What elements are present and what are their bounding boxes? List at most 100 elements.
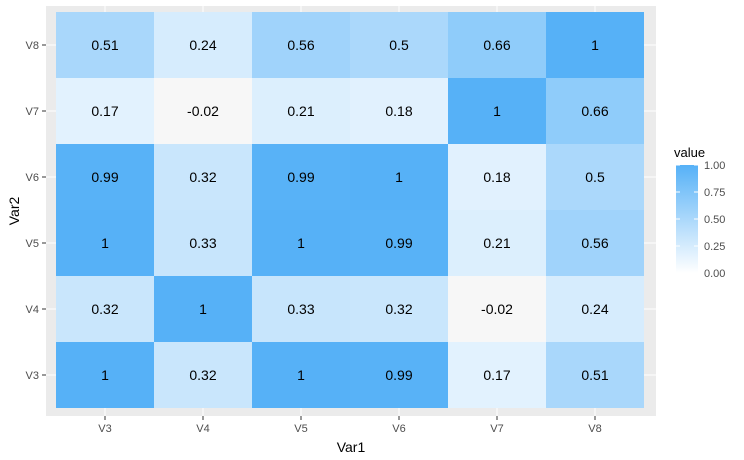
heatmap-cell bbox=[56, 276, 154, 342]
cell-value-label: 0.66 bbox=[581, 103, 608, 119]
legend-tick-label: 0.25 bbox=[704, 241, 725, 253]
heatmap-cell bbox=[252, 276, 350, 342]
heatmap-cell bbox=[350, 144, 448, 210]
cell-value-label: 0.99 bbox=[287, 169, 314, 185]
cell-value-label: 0.33 bbox=[287, 301, 314, 317]
cell-value-label: 0.33 bbox=[189, 235, 216, 251]
x-tick-label: V4 bbox=[196, 423, 209, 435]
y-tick-label: V7 bbox=[26, 106, 39, 118]
legend-tick-label: 0.00 bbox=[704, 268, 725, 280]
x-tick-label: V3 bbox=[98, 423, 111, 435]
y-tick-label: V3 bbox=[26, 370, 39, 382]
cell-value-label: 0.18 bbox=[385, 103, 412, 119]
heatmap-cell bbox=[56, 342, 154, 408]
cell-value-label: 0.51 bbox=[581, 367, 608, 383]
legend-title: value bbox=[674, 145, 705, 160]
legend-tick-label: 1.00 bbox=[704, 160, 725, 172]
y-tick-label: V6 bbox=[26, 172, 39, 184]
cell-value-label: 0.99 bbox=[91, 169, 118, 185]
heatmap-cell bbox=[154, 12, 252, 78]
cell-value-label: 0.24 bbox=[189, 37, 216, 53]
heatmap-cell bbox=[154, 144, 252, 210]
y-tick-label: V5 bbox=[26, 238, 39, 250]
cell-value-label: 1 bbox=[591, 37, 599, 53]
x-axis-ticks: V3 V4 V5 V6 V7 V8 bbox=[98, 416, 602, 435]
heatmap-cell bbox=[252, 144, 350, 210]
cell-labels: 1 0.32 1 0.99 0.17 0.510.32 1 0.33 0.32 -0.02 0.24… bbox=[91, 37, 608, 383]
heatmap-cell bbox=[252, 210, 350, 276]
cell-value-label: 0.5 bbox=[585, 169, 605, 185]
legend-ticks: 0.00 0.25 0.50 0.75 1.00 bbox=[676, 160, 725, 280]
heatmap-cell bbox=[154, 78, 252, 144]
cell-value-label: 0.56 bbox=[581, 235, 608, 251]
heatmap-cell bbox=[546, 12, 644, 78]
cell-value-label: 0.17 bbox=[91, 103, 118, 119]
legend: value 0.00 0.25 0.50 0.75 1.00 bbox=[674, 145, 725, 280]
heatmap-cell bbox=[546, 210, 644, 276]
heatmap-cell bbox=[350, 210, 448, 276]
heatmap-cell bbox=[154, 276, 252, 342]
heatmap-cell bbox=[56, 144, 154, 210]
cell-value-label: 1 bbox=[101, 235, 109, 251]
heatmap-cells bbox=[56, 12, 644, 408]
cell-value-label: 0.32 bbox=[91, 301, 118, 317]
heatmap-cell bbox=[252, 78, 350, 144]
cell-value-label: -0.02 bbox=[481, 301, 513, 317]
cell-value-label: 0.24 bbox=[581, 301, 608, 317]
x-axis-title: Var1 bbox=[337, 439, 366, 455]
y-tick-label: V8 bbox=[26, 40, 39, 52]
heatmap-cell bbox=[448, 342, 546, 408]
cell-value-label: -0.02 bbox=[187, 103, 219, 119]
heatmap-cell bbox=[350, 12, 448, 78]
cell-value-label: 0.32 bbox=[189, 169, 216, 185]
heatmap-cell bbox=[546, 276, 644, 342]
x-tick-label: V6 bbox=[392, 423, 405, 435]
cell-value-label: 0.99 bbox=[385, 235, 412, 251]
y-axis-title: Var2 bbox=[6, 197, 22, 226]
cell-value-label: 0.99 bbox=[385, 367, 412, 383]
cell-value-label: 0.51 bbox=[91, 37, 118, 53]
cell-value-label: 1 bbox=[297, 367, 305, 383]
cell-value-label: 0.66 bbox=[483, 37, 510, 53]
heatmap-cell bbox=[448, 144, 546, 210]
heatmap-cell bbox=[350, 342, 448, 408]
legend-colorbar bbox=[676, 165, 698, 273]
cell-value-label: 1 bbox=[297, 235, 305, 251]
x-tick-label: V7 bbox=[490, 423, 503, 435]
heatmap-cell bbox=[350, 276, 448, 342]
x-tick-label: V8 bbox=[588, 423, 601, 435]
heatmap-cell bbox=[154, 210, 252, 276]
heatmap-cell bbox=[154, 342, 252, 408]
heatmap-cell bbox=[448, 210, 546, 276]
heatmap-cell bbox=[546, 78, 644, 144]
heatmap-cell bbox=[350, 78, 448, 144]
cell-value-label: 1 bbox=[395, 169, 403, 185]
heatmap-cell bbox=[252, 12, 350, 78]
cell-value-label: 0.21 bbox=[483, 235, 510, 251]
cell-value-label: 0.17 bbox=[483, 367, 510, 383]
cell-value-label: 0.18 bbox=[483, 169, 510, 185]
cell-value-label: 0.21 bbox=[287, 103, 314, 119]
cell-value-label: 0.56 bbox=[287, 37, 314, 53]
heatmap-cell bbox=[448, 12, 546, 78]
heatmap-cell bbox=[546, 342, 644, 408]
heatmap-cell bbox=[448, 276, 546, 342]
heatmap-cell bbox=[56, 210, 154, 276]
heatmap-cell bbox=[448, 78, 546, 144]
heatmap-cell bbox=[252, 342, 350, 408]
heatmap-cell bbox=[56, 78, 154, 144]
cell-value-label: 0.32 bbox=[189, 367, 216, 383]
legend-tick-label: 0.50 bbox=[704, 214, 725, 226]
heatmap-cell bbox=[546, 144, 644, 210]
x-tick-label: V5 bbox=[294, 423, 307, 435]
cell-value-label: 0.32 bbox=[385, 301, 412, 317]
heatmap-cell bbox=[56, 12, 154, 78]
legend-tick-label: 0.75 bbox=[704, 187, 725, 199]
y-tick-label: V4 bbox=[26, 304, 39, 316]
y-axis-ticks: V3 V4 V5 V6 V7 V8 bbox=[26, 40, 46, 382]
cell-value-label: 0.5 bbox=[389, 37, 409, 53]
cell-value-label: 1 bbox=[101, 367, 109, 383]
cell-value-label: 1 bbox=[493, 103, 501, 119]
cell-value-label: 1 bbox=[199, 301, 207, 317]
